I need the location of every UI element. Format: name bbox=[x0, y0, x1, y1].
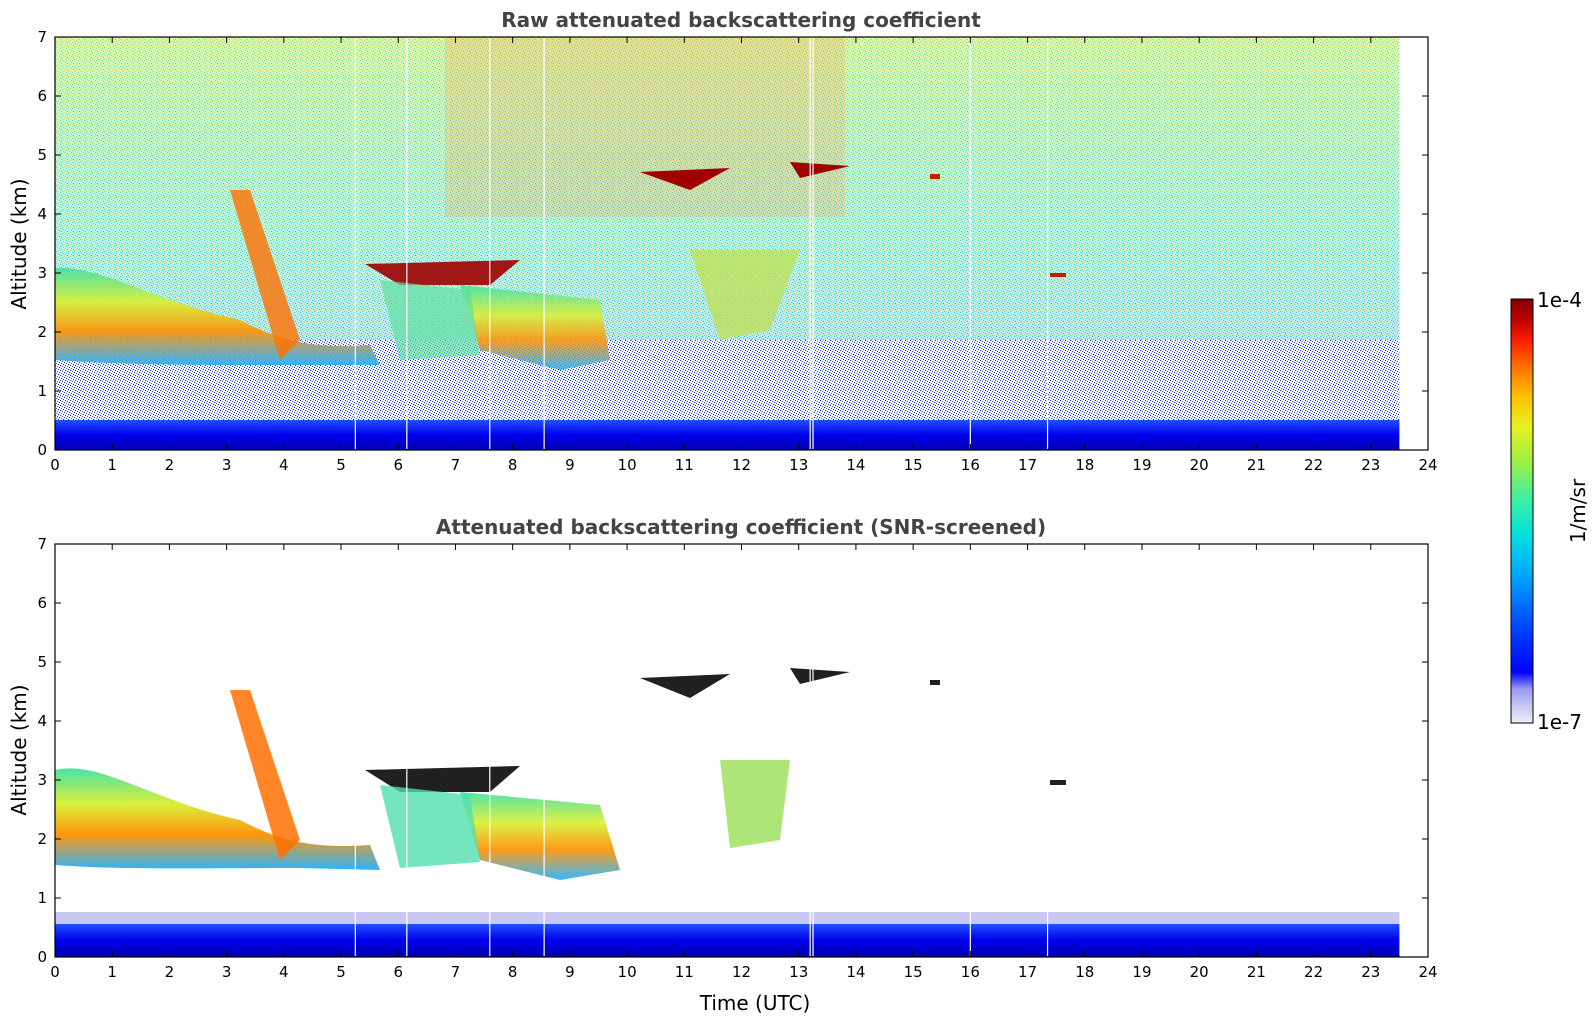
x-tick-label: 5 bbox=[336, 456, 346, 474]
x-tick-label: 10 bbox=[618, 963, 637, 981]
no-data-region bbox=[1399, 545, 1427, 956]
screened-y-axis: 0 1 2 3 4 5 6 7 bbox=[37, 535, 1428, 966]
y-tick-label: 1 bbox=[37, 889, 47, 907]
y-tick-label: 2 bbox=[37, 323, 47, 341]
screened-data-gaps bbox=[354, 545, 1427, 956]
colorbar-unit-label: 1/m/sr bbox=[1566, 478, 1590, 543]
y-tick-label: 5 bbox=[37, 146, 47, 164]
x-tick-label: 2 bbox=[165, 456, 175, 474]
colorbar-gradient bbox=[1510, 298, 1534, 724]
x-tick-label: 5 bbox=[336, 963, 346, 981]
x-tick-label: 2 bbox=[165, 963, 175, 981]
x-tick-label: 21 bbox=[1247, 963, 1266, 981]
raw-y-axis: 0 1 2 3 4 5 6 7 bbox=[37, 28, 1428, 459]
x-tick-label: 13 bbox=[789, 963, 808, 981]
chart-title-raw: Raw attenuated backscattering coefficien… bbox=[501, 8, 981, 32]
y-tick-label: 7 bbox=[37, 28, 47, 46]
x-tick-label: 11 bbox=[675, 963, 694, 981]
colorbar-min-label: 1e-7 bbox=[1537, 710, 1582, 734]
x-tick-label: 23 bbox=[1361, 963, 1380, 981]
x-tick-label: 3 bbox=[222, 456, 232, 474]
screened-x-axis: 0 1 2 3 4 5 6 7 8 9 10 11 12 13 14 15 16 17 18 19 20 21 22 23 24 bbox=[50, 544, 1438, 981]
x-tick-label: 12 bbox=[732, 963, 751, 981]
x-tick-label: 10 bbox=[618, 456, 637, 474]
x-tick-label: 3 bbox=[222, 963, 232, 981]
colorbar-max-label: 1e-4 bbox=[1537, 288, 1582, 312]
x-tick-label: 1 bbox=[107, 963, 117, 981]
x-tick-label: 6 bbox=[393, 963, 403, 981]
raw-y-axis-label: Altitude (km) bbox=[7, 178, 31, 309]
x-tick-label: 4 bbox=[279, 456, 289, 474]
y-tick-label: 7 bbox=[37, 535, 47, 553]
x-tick-label: 17 bbox=[1018, 456, 1037, 474]
x-tick-label: 7 bbox=[451, 456, 461, 474]
x-tick-label: 8 bbox=[508, 963, 518, 981]
x-tick-label: 20 bbox=[1190, 963, 1209, 981]
screened-backscatter-panel: Attenuated backscattering coefficient (S… bbox=[7, 515, 1438, 1015]
x-tick-label: 19 bbox=[1132, 963, 1151, 981]
y-tick-label: 3 bbox=[37, 771, 47, 789]
x-tick-label: 15 bbox=[904, 963, 923, 981]
x-tick-label: 24 bbox=[1418, 456, 1437, 474]
x-tick-label: 11 bbox=[675, 456, 694, 474]
x-tick-label: 23 bbox=[1361, 456, 1380, 474]
x-tick-label: 15 bbox=[904, 456, 923, 474]
x-tick-label: 18 bbox=[1075, 963, 1094, 981]
no-data-region bbox=[1399, 38, 1427, 449]
x-axis-label: Time (UTC) bbox=[699, 991, 811, 1015]
x-tick-label: 6 bbox=[393, 456, 403, 474]
x-tick-label: 7 bbox=[451, 963, 461, 981]
raw-x-axis: 0 1 2 3 4 5 6 7 8 9 10 11 12 13 14 15 16 17 18 19 20 21 22 23 24 bbox=[50, 37, 1438, 474]
x-tick-label: 9 bbox=[565, 963, 575, 981]
x-tick-label: 16 bbox=[961, 456, 980, 474]
x-tick-label: 17 bbox=[1018, 963, 1037, 981]
screened-y-axis-label: Altitude (km) bbox=[7, 684, 31, 815]
x-tick-label: 22 bbox=[1304, 456, 1323, 474]
x-tick-label: 14 bbox=[846, 963, 865, 981]
x-tick-label: 14 bbox=[846, 456, 865, 474]
x-tick-label: 4 bbox=[279, 963, 289, 981]
x-tick-label: 24 bbox=[1418, 963, 1437, 981]
x-tick-label: 20 bbox=[1190, 456, 1209, 474]
y-tick-label: 1 bbox=[37, 382, 47, 400]
x-tick-label: 13 bbox=[789, 456, 808, 474]
y-tick-label: 2 bbox=[37, 830, 47, 848]
raw-backscatter-panel: Raw attenuated backscattering coefficien… bbox=[7, 8, 1438, 474]
screened-heatmap-image bbox=[55, 544, 1428, 957]
y-tick-label: 0 bbox=[37, 441, 47, 459]
x-tick-label: 9 bbox=[565, 456, 575, 474]
x-tick-label: 21 bbox=[1247, 456, 1266, 474]
x-tick-label: 8 bbox=[508, 456, 518, 474]
y-tick-label: 4 bbox=[37, 712, 47, 730]
x-tick-label: 16 bbox=[961, 963, 980, 981]
y-tick-label: 3 bbox=[37, 264, 47, 282]
x-tick-label: 0 bbox=[50, 963, 60, 981]
y-tick-label: 6 bbox=[37, 87, 47, 105]
y-tick-label: 5 bbox=[37, 653, 47, 671]
raw-heatmap-image bbox=[55, 37, 1400, 450]
x-tick-label: 1 bbox=[107, 456, 117, 474]
x-tick-label: 18 bbox=[1075, 456, 1094, 474]
x-tick-label: 12 bbox=[732, 456, 751, 474]
y-tick-label: 4 bbox=[37, 205, 47, 223]
raw-data-gaps bbox=[354, 38, 1427, 449]
x-tick-label: 22 bbox=[1304, 963, 1323, 981]
chart-title-screened: Attenuated backscattering coefficient (S… bbox=[436, 515, 1046, 539]
colorbar: 1e-4 1e-7 1/m/sr bbox=[1510, 288, 1590, 734]
x-tick-label: 19 bbox=[1132, 456, 1151, 474]
y-tick-label: 6 bbox=[37, 594, 47, 612]
x-tick-label: 0 bbox=[50, 456, 60, 474]
y-tick-label: 0 bbox=[37, 948, 47, 966]
